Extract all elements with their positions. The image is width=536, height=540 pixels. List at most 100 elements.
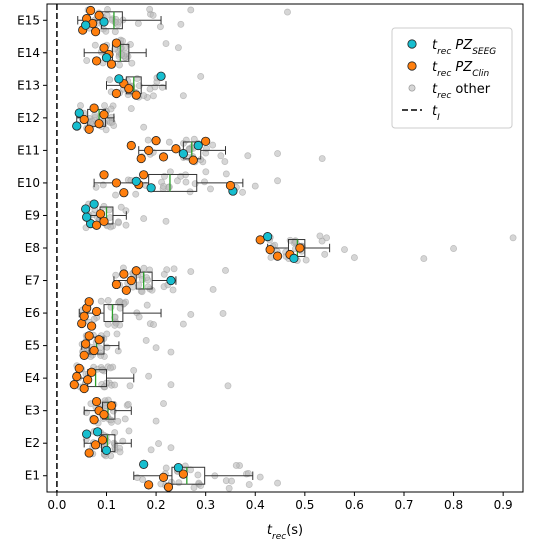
legend-label-pz_clin-rest: PZ [451,60,473,75]
other-point [116,304,124,312]
y-tick-label: E12 [17,111,40,125]
pz-clin-point [91,396,102,407]
other-point [274,150,282,157]
other-point [147,446,155,454]
x-axis-title-rest: (s) [286,523,303,538]
other-point [108,113,115,121]
other-point [132,190,140,198]
pz-seeg-point [72,121,82,131]
pz-clin-point [188,155,198,165]
x-tick-label: 0.3 [196,498,215,512]
other-point [114,417,122,425]
pz-clin-point [131,266,141,276]
other-point [139,476,147,484]
pz-clin-point [90,27,101,37]
x-tick-label: 0.0 [47,498,66,512]
pz-clin-point [86,5,96,16]
y-tick-label: E10 [17,176,40,190]
other-point [187,6,195,14]
pz-seeg-point [263,232,273,242]
legend-box [391,27,513,129]
pz-clin-point [272,251,283,261]
other-point [167,348,175,356]
pz-seeg-point [173,462,183,473]
pz-clin-point [89,345,99,356]
pz-clin-point [91,306,102,317]
other-point [113,330,121,338]
x-tick-label: 0.8 [444,498,463,512]
other-point [350,254,358,262]
pz-clin-point [99,110,109,120]
y-tick-label: E1 [25,469,40,483]
other-point [245,481,253,488]
other-point [125,427,133,435]
other-point [207,185,214,193]
other-point [116,61,123,69]
other-point [127,105,135,112]
box-E10 [93,173,244,192]
legend-label-t_I-sub: I [437,113,440,123]
pz-clin-point [79,114,89,125]
other-point [116,448,124,456]
other-point [104,296,112,304]
legend-pz_seeg-marker [407,39,417,49]
other-point [83,57,91,64]
x-tick-label: 0.4 [246,498,265,512]
other-point [190,484,198,491]
pz-seeg-point [89,199,99,209]
other-point [106,364,114,372]
other-point [107,416,115,424]
other-point [118,51,125,58]
other-point [97,297,105,305]
pz-seeg-point [146,183,156,193]
other-point [146,266,154,274]
pz-seeg-point [178,149,188,159]
legend-label-pz_clin-rest-sub: Clin [472,69,489,79]
other-point [162,217,170,225]
other-point [143,301,151,309]
x-tick-label: 0.6 [345,498,364,512]
pz-clin-point [84,297,94,307]
other-point [251,182,259,190]
pz-clin-point [89,103,99,113]
other-point [187,268,195,275]
other-point [179,320,187,328]
other-point [187,311,195,318]
legend-pz_clin-marker [407,61,417,71]
pz-seeg-point [92,427,103,437]
other-point [225,484,233,492]
pz-clin-point [124,83,134,94]
other-point [138,275,146,283]
x-tick-label: 0.2 [147,498,166,512]
pz-clin-point [295,243,305,253]
other-point [138,288,146,296]
pz-clin-point [171,144,181,154]
other-point [91,41,99,49]
other-point [152,417,160,425]
other-point [191,180,199,188]
other-point [101,102,109,110]
other-point [209,141,217,149]
legend-label-pz_seeg-rest: PZ [451,38,473,53]
pz-clin-point [126,140,136,151]
y-tick-label: E15 [17,13,40,27]
other-point [232,462,240,469]
pz-clin-point [265,245,275,255]
other-point [112,191,120,199]
pz-clin-point [91,220,102,230]
pz-clin-point [158,152,169,162]
other-point [144,283,152,291]
pz-seeg-point [101,445,112,455]
other-point [169,286,177,294]
legend-label-t_I: tI [432,104,440,123]
other-point [509,234,517,242]
other-point [318,155,326,162]
box-E15 [77,11,162,30]
pz-clin-point [90,440,101,450]
other-point [91,111,99,119]
pz-seeg-point [166,275,176,286]
other-point [450,245,458,252]
other-point [104,320,112,328]
other-point [144,136,152,144]
other-point [160,270,168,278]
